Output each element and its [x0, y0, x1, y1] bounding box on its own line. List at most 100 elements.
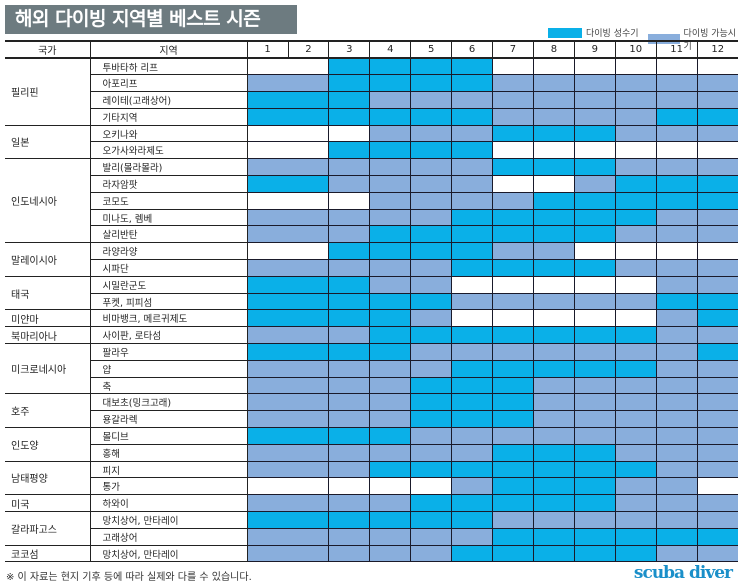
- available-season-cell: [614, 443, 657, 462]
- available-season-cell: [451, 91, 494, 109]
- available-season-cell: [246, 208, 288, 227]
- off-season-cell: [532, 309, 575, 328]
- peak-season-cell: [696, 309, 738, 328]
- peak-season-cell: [288, 309, 330, 328]
- table-row: 오가사와라제도: [5, 141, 738, 160]
- available-season-cell: [369, 124, 412, 143]
- available-season-cell: [696, 326, 738, 345]
- region-cell: 축: [89, 376, 248, 395]
- peak-season-cell: [246, 175, 288, 193]
- peak-season-cell: [410, 410, 453, 429]
- peak-season-cell: [614, 527, 657, 546]
- table-row: 인도양 몰디브: [5, 427, 738, 462]
- table-row: 미크로네시아 팔라우: [5, 343, 738, 395]
- peak-season-cell: [696, 191, 738, 210]
- table-row: 축: [5, 376, 738, 395]
- off-season-cell: [288, 191, 330, 210]
- table-row: 푸켓, 피피섬: [5, 292, 738, 311]
- peak-season-cell: [369, 74, 412, 93]
- peak-season-cell: [369, 107, 412, 126]
- off-season-cell: [492, 175, 534, 193]
- available-season-cell: [655, 343, 698, 361]
- peak-season-cell: [410, 292, 453, 311]
- off-season-cell: [288, 124, 330, 143]
- peak-season-cell: [328, 292, 371, 311]
- region-cell: 홍해: [89, 443, 248, 462]
- peak-season-cell: [410, 494, 453, 513]
- header-month-1: 1: [246, 40, 288, 59]
- region-cell: 오가사와라제도: [89, 141, 248, 160]
- peak-season-cell: [328, 343, 371, 361]
- available-season-cell: [532, 427, 575, 445]
- peak-season-cell: [573, 460, 616, 479]
- available-season-cell: [614, 494, 657, 513]
- available-season-cell: [614, 158, 657, 177]
- off-season-cell: [696, 242, 738, 261]
- available-season-cell: [328, 359, 371, 378]
- available-season-cell: [532, 292, 575, 311]
- available-season-cell: [614, 259, 657, 277]
- off-season-cell: [532, 141, 575, 160]
- table-row: 일본 오키나와: [5, 124, 738, 160]
- peak-season-cell: [369, 343, 412, 361]
- available-season-cell: [369, 158, 412, 177]
- available-season-cell: [655, 309, 698, 328]
- available-season-cell: [328, 544, 371, 563]
- peak-season-cell: [492, 158, 534, 177]
- available-season-cell: [328, 494, 371, 513]
- peak-season-cell: [328, 427, 371, 445]
- peak-season-cell: [492, 259, 534, 277]
- available-season-cell: [696, 275, 738, 294]
- region-cell: 코모도: [89, 191, 248, 210]
- available-season-cell: [614, 225, 657, 244]
- available-season-cell: [532, 343, 575, 361]
- available-season-cell: [655, 124, 698, 143]
- country-cell: 북마리아나: [5, 326, 91, 345]
- peak-season-cell: [369, 427, 412, 445]
- peak-season-cell: [614, 359, 657, 378]
- region-cell: 발리(몰라몰라): [89, 158, 248, 177]
- available-season-cell: [492, 91, 534, 109]
- peak-season-cell: [655, 191, 698, 210]
- peak-season-cell: [246, 309, 288, 328]
- available-season-cell: [369, 410, 412, 429]
- header-month-11: 11: [655, 40, 698, 59]
- peak-season-cell: [614, 208, 657, 227]
- peak-season-cell: [410, 225, 453, 244]
- peak-season-cell: [288, 275, 330, 294]
- available-season-cell: [410, 259, 453, 277]
- peak-season-cell: [328, 141, 371, 160]
- available-season-cell: [410, 359, 453, 378]
- peak-season-cell: [696, 343, 738, 361]
- header-month-5: 5: [410, 40, 452, 59]
- table-row: 남태평양 피지: [5, 460, 738, 496]
- peak-season-cell: [451, 359, 494, 378]
- footnote: ※ 이 자료는 현지 기후 등에 따라 실제와 다를 수 있습니다.: [6, 572, 252, 583]
- table-row: 아포리프: [5, 74, 738, 93]
- peak-season-cell: [451, 225, 494, 244]
- peak-season-cell: [492, 326, 534, 345]
- region-cell: 미나도, 렘베: [89, 208, 248, 227]
- peak-season-cell: [451, 74, 494, 93]
- off-season-cell: [655, 57, 698, 76]
- peak-season-cell: [573, 208, 616, 227]
- available-season-cell: [288, 208, 330, 227]
- available-season-cell: [696, 91, 738, 109]
- off-season-cell: [451, 275, 494, 294]
- peak-season-cell: [573, 494, 616, 513]
- region-cell: 비마뱅크, 메르귀제도: [89, 309, 248, 328]
- available-season-cell: [492, 107, 534, 126]
- header-month-12: 12: [696, 40, 738, 59]
- available-season-cell: [532, 91, 575, 109]
- peak-season-cell: [614, 175, 657, 193]
- available-season-cell: [328, 225, 371, 244]
- available-season-cell: [410, 208, 453, 227]
- available-season-cell: [246, 259, 288, 277]
- off-season-cell: [573, 275, 616, 294]
- peak-season-cell: [410, 326, 453, 345]
- off-season-cell: [492, 309, 534, 328]
- peak-season-cell: [288, 343, 330, 361]
- peak-season-cell: [532, 191, 575, 210]
- peak-season-cell: [328, 57, 371, 76]
- available-season-cell: [573, 393, 616, 412]
